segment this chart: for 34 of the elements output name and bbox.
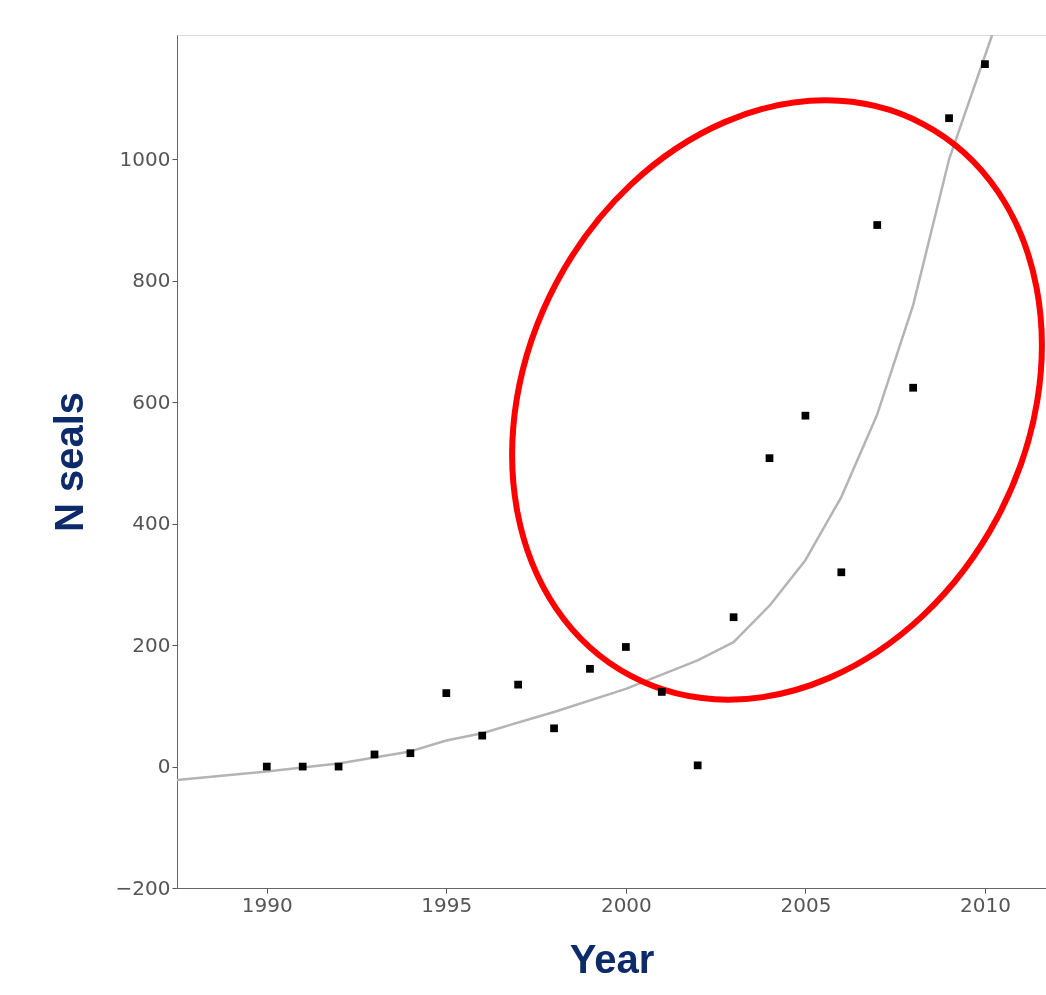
y-tick-label: 600 — [132, 389, 171, 414]
point — [945, 114, 953, 123]
y-tick-label: 400 — [132, 511, 171, 536]
y-tick-label: 1000 — [119, 146, 171, 171]
y-tick-label: 800 — [132, 268, 171, 293]
point — [657, 688, 666, 696]
y-axis-title: N seals — [46, 391, 91, 533]
point — [406, 749, 415, 758]
point — [550, 724, 558, 733]
x-tick-label: 1995 — [421, 892, 473, 917]
point — [909, 383, 918, 392]
point — [514, 680, 523, 689]
point — [262, 762, 271, 771]
x-tick-label: 2000 — [600, 892, 652, 917]
y-tick-label: 0 — [157, 754, 171, 779]
point — [693, 761, 702, 770]
x-tick-label: 1990 — [241, 892, 293, 917]
point — [298, 762, 307, 771]
line-series — [177, 35, 994, 782]
point — [801, 411, 810, 420]
point — [837, 568, 846, 577]
x-tick-label: 2010 — [960, 892, 1011, 917]
y-tick-label: 200 — [132, 632, 171, 657]
x-axis-title: Year — [569, 936, 655, 981]
point — [981, 60, 989, 69]
point — [873, 221, 882, 229]
point — [765, 454, 774, 463]
point — [586, 664, 594, 673]
point — [442, 689, 451, 697]
x-tick-label: 2005 — [780, 892, 832, 917]
y-tick-label: −200 — [115, 875, 171, 900]
point — [621, 643, 630, 651]
point — [478, 731, 487, 740]
point — [729, 613, 738, 622]
